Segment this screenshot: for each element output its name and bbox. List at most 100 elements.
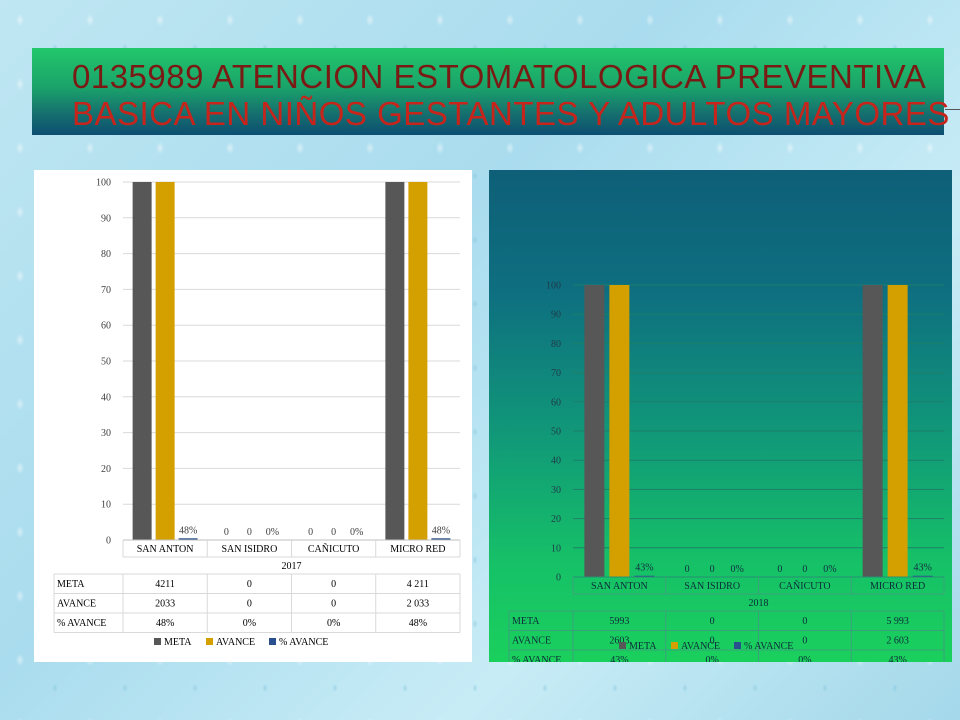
table-cell: 2 033	[407, 599, 430, 610]
category-label: CAÑICUTO	[779, 580, 830, 592]
chart-2018: 0 10 20 30 40 50 60 70 80 90 100 0 0 0 0 43% 0% 0% 43% SAN …	[508, 281, 945, 662]
y-tick-label: 70	[101, 285, 111, 296]
bar-avance	[408, 182, 428, 540]
table-cell: 0%	[327, 618, 340, 629]
table-cell: 0	[331, 599, 336, 610]
y-tick-label: 40	[101, 392, 111, 403]
title-divider	[945, 109, 960, 110]
table-cell: 4211	[155, 579, 175, 590]
bar-avance	[431, 538, 451, 540]
table-cell: 2 603	[886, 636, 909, 647]
table-cell: 48%	[156, 618, 174, 629]
y-tick-label: 80	[551, 339, 561, 350]
table-cell: 48%	[409, 618, 427, 629]
data-label: 0	[685, 564, 690, 575]
bar-avance	[178, 538, 198, 540]
y-tick-label: 60	[101, 321, 111, 332]
table-cell: 0	[710, 636, 715, 647]
category-label: MICRO RED	[390, 544, 445, 555]
category-label: CAÑICUTO	[308, 543, 359, 555]
y-tick-label: 10	[101, 500, 111, 511]
legend-swatch	[154, 638, 161, 645]
bar-meta	[862, 285, 883, 577]
legend-swatch	[619, 642, 626, 649]
bar-meta	[584, 285, 605, 577]
data-label: 0%	[266, 527, 279, 538]
table-row-header: META	[57, 579, 85, 590]
table-row-header: % AVANCE	[57, 618, 106, 629]
y-tick-label: 40	[551, 456, 561, 467]
data-label: 0	[802, 564, 807, 575]
table-cell: 0	[710, 616, 715, 627]
category-label: SAN ANTON	[591, 581, 648, 592]
table-cell: 0	[331, 579, 336, 590]
bar-meta	[132, 182, 152, 540]
table-cell: 43%	[888, 655, 906, 662]
chart-2017-card: 0 10 20 30 40 50 60 70 80 90 100 0 0 0 0 48% 0% 0% 48% SAN …	[34, 170, 472, 662]
y-tick-label: 30	[551, 485, 561, 496]
year-label: 2018	[749, 598, 769, 609]
chart-2017: 0 10 20 30 40 50 60 70 80 90 100 0 0 0 0 48% 0% 0% 48% SAN …	[53, 178, 461, 648]
category-label: SAN ISIDRO	[684, 581, 740, 592]
bar-avance	[155, 182, 175, 540]
data-label: 43%	[913, 563, 931, 574]
chart-2018-card: 0 10 20 30 40 50 60 70 80 90 100 0 0 0 0 43% 0% 0% 43% SAN …	[489, 170, 952, 662]
legend-swatch	[734, 642, 741, 649]
title-line-2: BASICA EN NIÑOS GESTANTES Y ADULTOS MAYO…	[72, 95, 950, 132]
bar-avance	[912, 575, 933, 577]
data-label: 0%	[730, 564, 743, 575]
table-cell: 0%	[243, 618, 256, 629]
legend-swatch	[671, 642, 678, 649]
bar-meta	[385, 182, 405, 540]
y-tick-label: 20	[551, 514, 561, 525]
category-label: SAN ANTON	[137, 544, 194, 555]
y-tick-label: 50	[101, 357, 111, 368]
legend-label: % AVANCE	[744, 641, 793, 652]
table-row-header: AVANCE	[57, 599, 96, 610]
legend-label: AVANCE	[681, 641, 720, 652]
legend-label: AVANCE	[216, 637, 255, 648]
data-label: 0	[777, 564, 782, 575]
data-label: 48%	[179, 525, 197, 536]
data-label: 0	[331, 527, 336, 538]
data-label: 48%	[432, 525, 450, 536]
category-label: MICRO RED	[870, 581, 925, 592]
data-label: 0	[247, 527, 252, 538]
bar-avance	[609, 285, 630, 577]
table-cell: 43%	[610, 655, 628, 662]
legend-swatch	[206, 638, 213, 645]
legend-swatch	[269, 638, 276, 645]
y-tick-label: 90	[101, 213, 111, 224]
bar-avance	[634, 575, 655, 577]
table-row-header: META	[512, 616, 540, 627]
table-row-header: % AVANCE	[512, 655, 561, 662]
y-tick-label: 30	[101, 428, 111, 439]
y-tick-label: 0	[556, 573, 561, 584]
table-cell: 2033	[155, 599, 175, 610]
data-label: 0	[710, 564, 715, 575]
y-tick-label: 100	[96, 178, 111, 189]
y-tick-label: 90	[551, 310, 561, 321]
table-cell: 0%	[798, 655, 811, 662]
y-tick-label: 50	[551, 427, 561, 438]
data-label: 43%	[635, 563, 653, 574]
table-cell: 0	[247, 579, 252, 590]
y-tick-label: 70	[551, 368, 561, 379]
legend-label: % AVANCE	[279, 637, 328, 648]
data-label: 0	[224, 527, 229, 538]
y-tick-label: 100	[546, 281, 561, 292]
table-cell: 0%	[705, 655, 718, 662]
table-cell: 2603	[609, 636, 629, 647]
data-label: 0%	[350, 527, 363, 538]
table-cell: 5993	[609, 616, 629, 627]
y-tick-label: 0	[106, 536, 111, 547]
legend-label: META	[629, 641, 657, 652]
legend-label: META	[164, 637, 192, 648]
y-tick-label: 10	[551, 543, 561, 554]
title-banner: 0135989 ATENCION ESTOMATOLOGICA PREVENTI…	[32, 48, 950, 135]
y-tick-label: 20	[101, 464, 111, 475]
table-cell: 5 993	[886, 616, 909, 627]
table-cell: 0	[247, 599, 252, 610]
table-cell: 4 211	[407, 579, 429, 590]
y-tick-label: 60	[551, 397, 561, 408]
